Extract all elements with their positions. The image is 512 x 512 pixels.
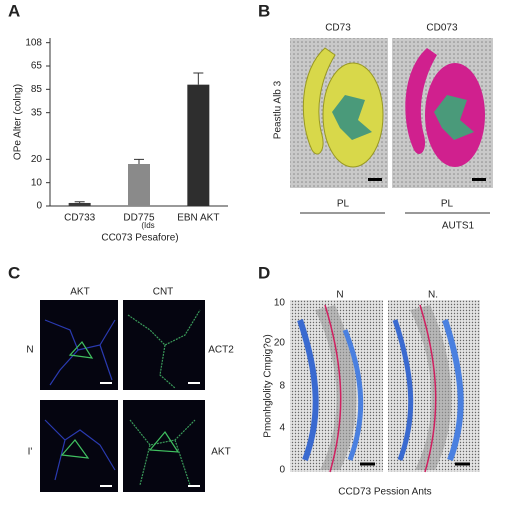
column-label: CD073 [426,23,458,34]
panel-label: A [8,1,20,20]
micrograph [290,38,388,188]
micrograph [392,38,493,188]
fluorescence-images [40,300,205,492]
error-bar [74,201,85,203]
bar [187,84,210,206]
x-axis-label: CC073 Pesafore) [101,233,178,244]
y-tick-label: 10 [274,298,286,309]
bar [128,164,150,206]
column-label: N. [428,290,438,301]
x-note: (Ids [141,221,154,230]
column-label: N [336,290,343,301]
row-label: N [26,345,33,356]
y-axis-label: OPe Alter (colng) [13,84,24,160]
row-label: I' [28,447,33,458]
side-label: Peastlu Alb 3 [273,80,284,139]
bar [68,202,91,206]
x-tick-label: EBN AKT [177,213,219,224]
y-tick-label: 85 [31,84,43,95]
group-label: PL [337,199,350,210]
panel-label: D [258,263,270,282]
x-tick-label: CD733 [64,213,96,224]
y-tick-label: 35 [31,107,43,118]
y-tick-label: 108 [25,37,42,48]
row-label: ACT2 [208,345,234,356]
group-label: AUTS1 [442,221,475,232]
y-tick-label: 0 [279,465,285,476]
column-label: AKT [70,287,89,298]
x-axis-label: CCD73 Pession Ants [338,487,431,498]
group-label: PL [441,199,454,210]
y-tick-label: 10 [31,177,43,188]
x-tick-label: DD775 [123,213,155,224]
panel-label: C [8,263,20,282]
error-bar [193,72,204,85]
column-label: CD73 [325,23,351,34]
y-tick-label: 20 [274,338,286,349]
y-tick-label: 20 [31,154,43,165]
y-tick-label: 4 [279,423,285,434]
y-tick-label: 8 [279,381,285,392]
row-label: AKT [211,447,230,458]
y-tick-label: 0 [36,201,42,212]
y-tick-label: 65 [31,61,43,72]
error-bar [134,158,144,164]
micrograph [290,300,480,473]
y-axis-label: Pmonhglolity Cmpig?o) [263,334,274,437]
column-label: CNT [153,287,174,298]
panel-label: B [258,1,270,20]
